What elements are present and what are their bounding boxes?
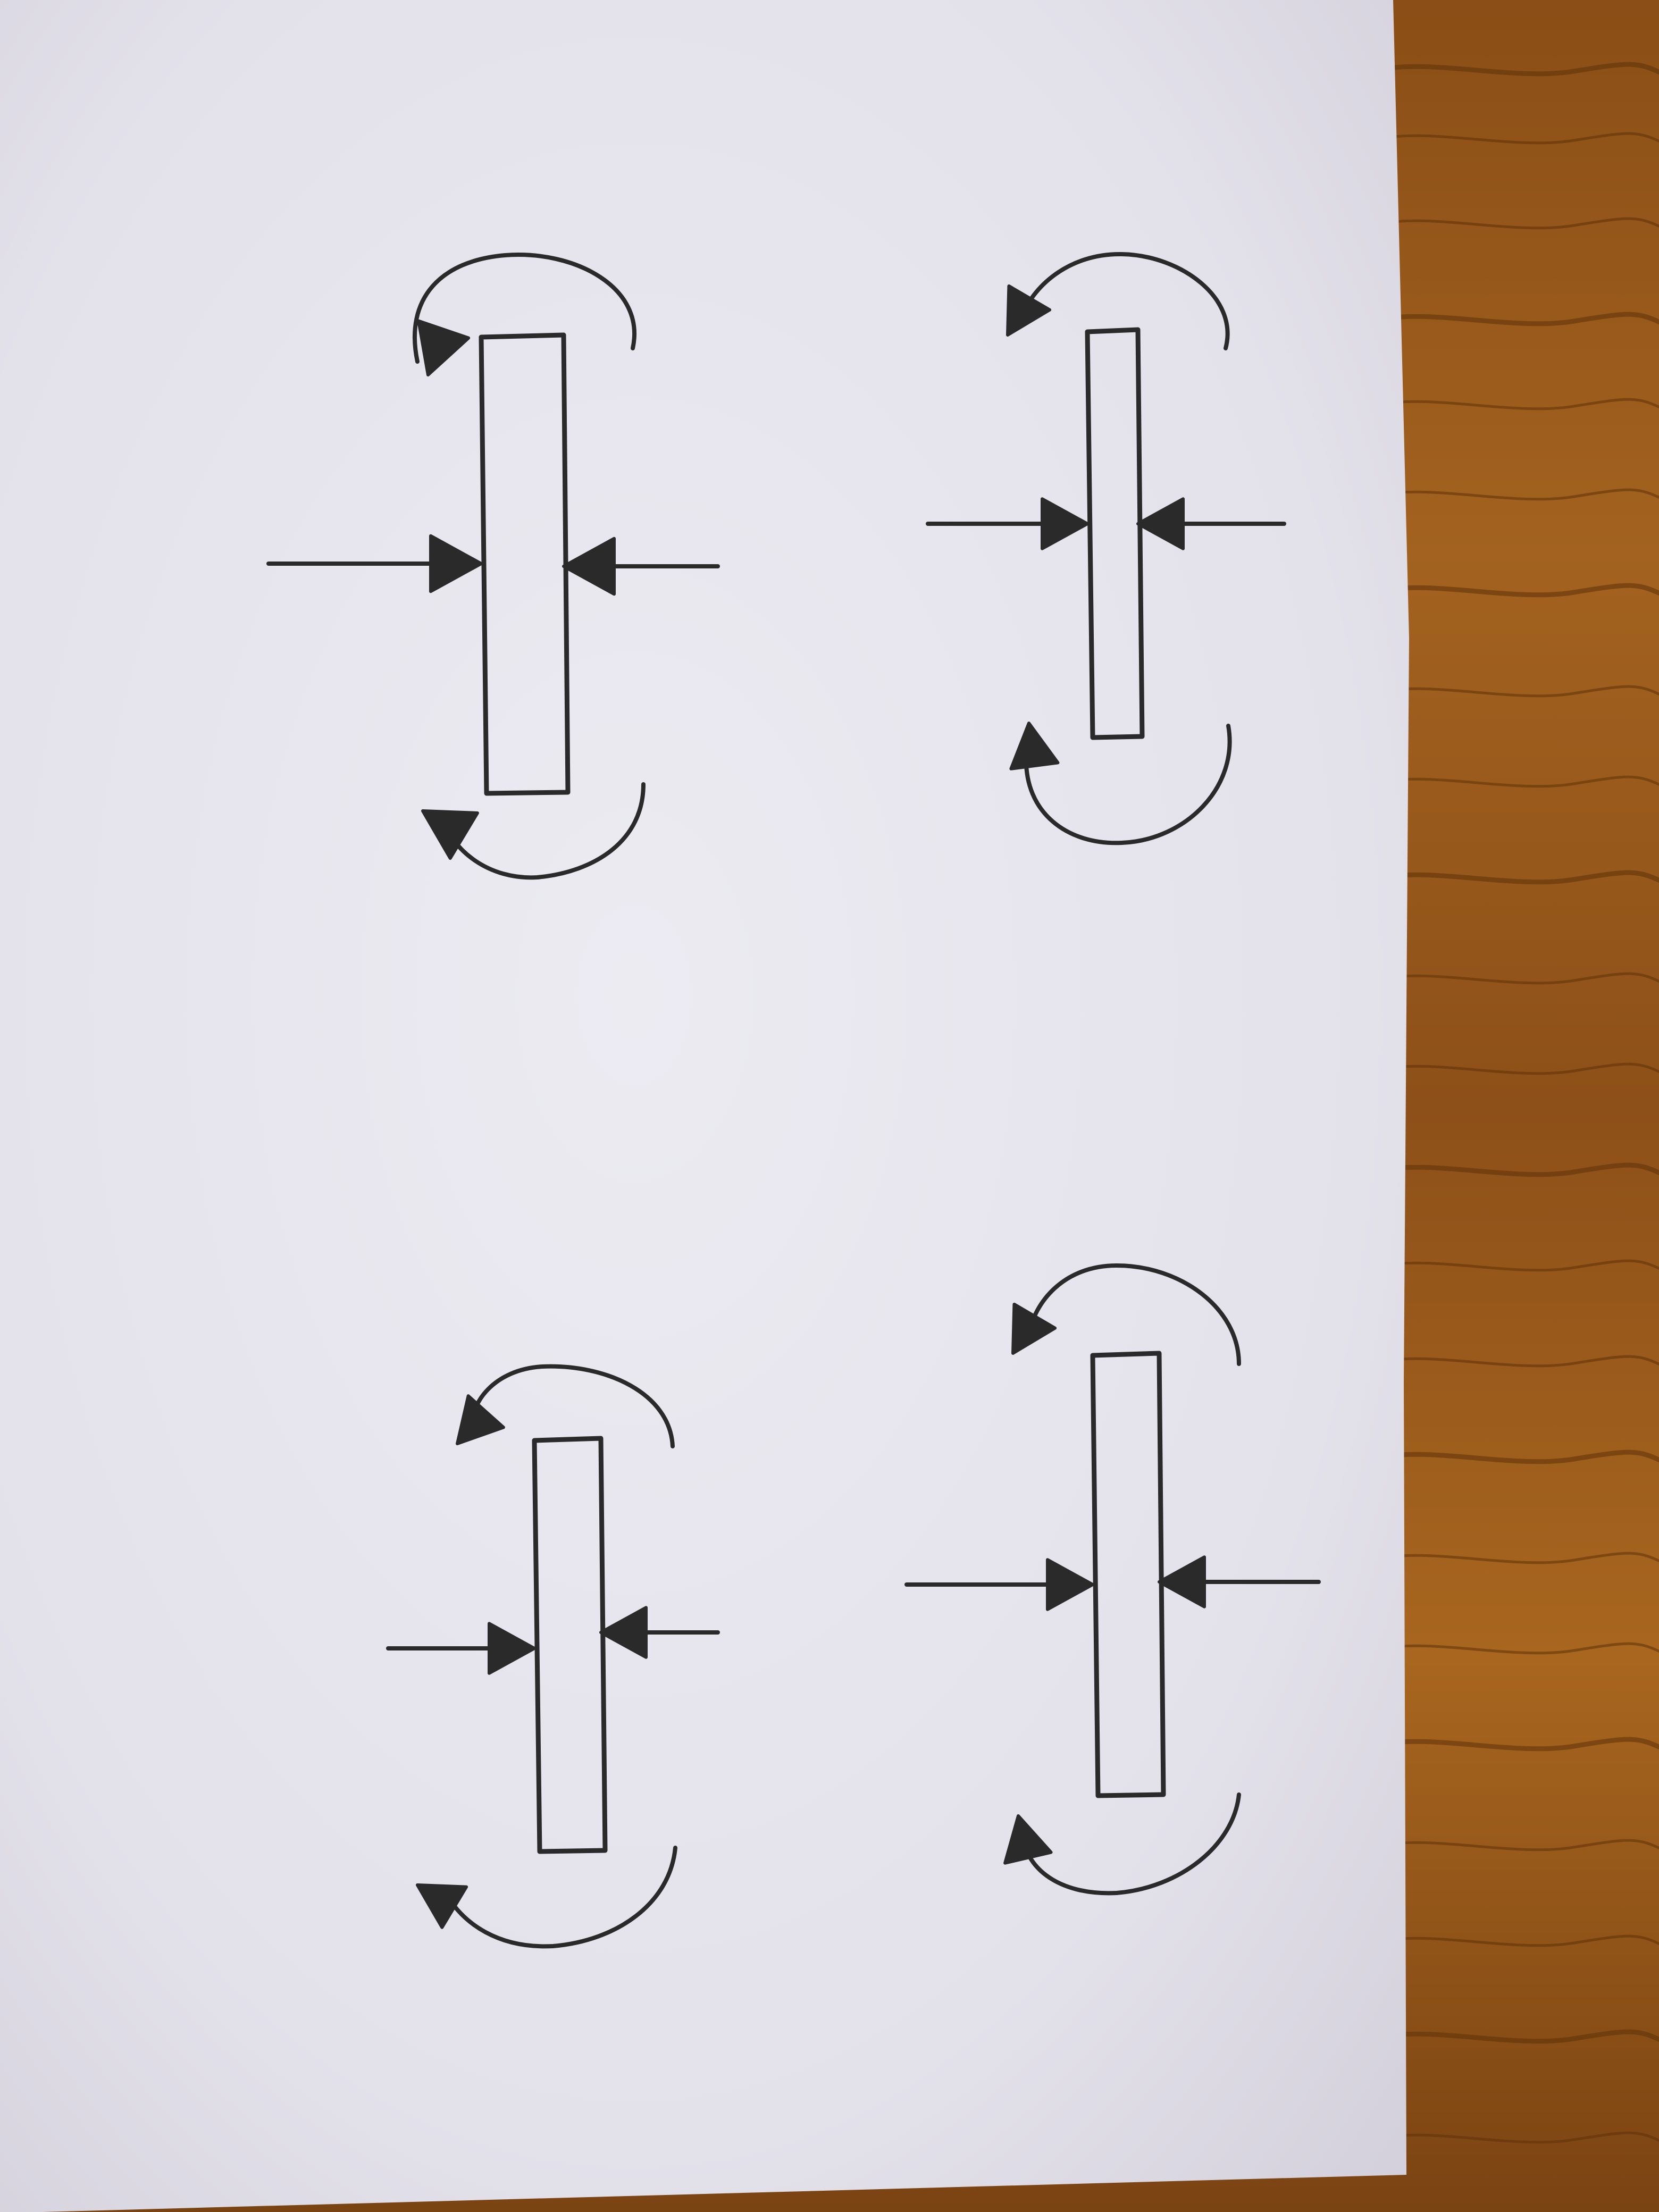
bar-rectangle <box>1085 327 1145 740</box>
top-rotation-arrowhead <box>1006 284 1052 337</box>
sketch-top-right <box>926 252 1286 845</box>
wood-grain-line <box>1382 1934 1659 1947</box>
top-rotation-arrowhead <box>417 319 471 376</box>
wood-grain-line <box>1382 312 1659 326</box>
wood-grain-line <box>1382 217 1659 230</box>
top-rotation-arrow <box>470 1364 675 1448</box>
right-force-arrowhead <box>562 537 616 596</box>
bottom-rotation-arrow <box>1024 724 1232 845</box>
wood-grain-line <box>1382 2131 1659 2144</box>
wood-grain-line <box>1382 1449 1659 1464</box>
bottom-rotation-arrowhead <box>1009 722 1060 770</box>
right-force-arrowhead <box>1136 497 1185 550</box>
paper-sheet <box>0 0 1409 2212</box>
left-force-arrowhead <box>429 534 483 593</box>
wood-grain-line <box>1382 685 1659 698</box>
bottom-rotation-arrow <box>442 1846 677 1949</box>
sketch-bottom-left <box>386 1364 720 1949</box>
bottom-rotation-arrow <box>439 782 646 880</box>
left-force-arrowhead <box>1046 1558 1094 1611</box>
top-rotation-arrow <box>413 253 636 364</box>
left-force-arrowhead <box>488 1622 536 1675</box>
right-force-arrowhead <box>1158 1555 1206 1608</box>
wood-grain-line <box>1382 1839 1659 1851</box>
sketch-bottom-right <box>904 1263 1321 1896</box>
bottom-rotation-arrowhead <box>421 809 479 860</box>
ink-drawings <box>266 252 1321 1949</box>
wood-grain-line <box>1382 1737 1659 1752</box>
wood-grain-line <box>1382 132 1659 145</box>
wood-grain-line <box>1382 1259 1659 1272</box>
wood-grain-line <box>1382 62 1659 77</box>
wood-grain-line <box>1382 583 1659 598</box>
wood-grain <box>1382 62 1659 2144</box>
sketch-top-left <box>266 253 720 880</box>
bottom-rotation-arrowhead <box>416 1883 468 1929</box>
bottom-rotation-arrow <box>1021 1792 1241 1896</box>
top-rotation-arrowhead <box>456 1394 505 1445</box>
wood-grain-line <box>1382 775 1659 788</box>
right-force-arrowhead <box>599 1606 648 1659</box>
wood-grain-line <box>1382 1355 1659 1368</box>
bar-rectangle <box>479 332 571 796</box>
bar-rectangle <box>1090 1351 1166 1798</box>
top-rotation-arrow <box>1019 252 1230 350</box>
left-force-arrowhead <box>1041 497 1089 550</box>
wood-grain-line <box>1382 2029 1659 2044</box>
wood-grain-line <box>1382 488 1659 501</box>
wood-grain-line <box>1382 972 1659 985</box>
wood-grain-line <box>1382 398 1659 410</box>
wood-grain-line <box>1382 1162 1659 1177</box>
top-rotation-arrowhead <box>1011 1302 1057 1355</box>
bar-rectangle <box>532 1436 608 1854</box>
wood-grain-line <box>1382 1552 1659 1564</box>
top-rotation-arrow <box>1027 1263 1241 1366</box>
wood-grain-line <box>1382 1062 1659 1075</box>
bottom-rotation-arrowhead <box>1003 1814 1053 1865</box>
wood-grain-line <box>1382 870 1659 885</box>
wood-grain-line <box>1382 1642 1659 1655</box>
